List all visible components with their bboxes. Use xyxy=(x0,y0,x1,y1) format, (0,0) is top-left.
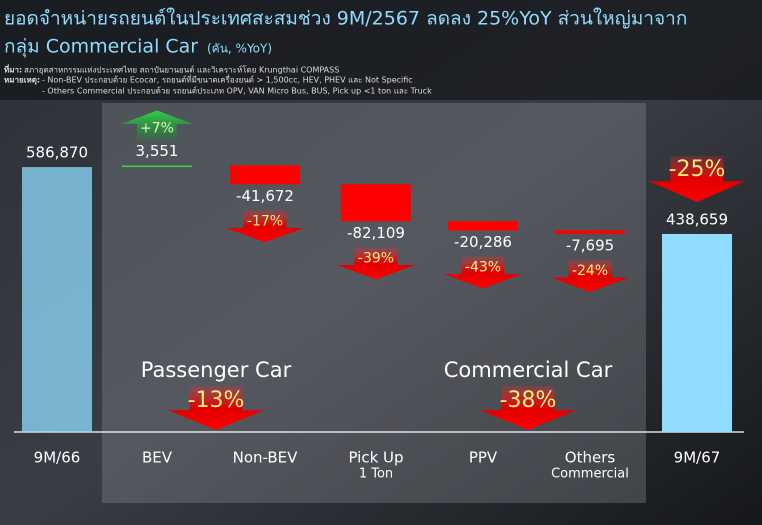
change-bar xyxy=(230,165,300,185)
change-arrow xyxy=(226,210,304,243)
change-bar xyxy=(555,230,625,234)
note-label: หมายเหตุ: xyxy=(4,76,40,86)
change-label: +7% xyxy=(140,120,174,136)
source-label: ที่มา: xyxy=(4,64,22,75)
change-arrow xyxy=(649,155,745,202)
subtitle: (คัน, %YoY) xyxy=(207,42,272,56)
source: สภาอุตสาหกรรมแห่งประเทศไทย สถาบันยานยนต์… xyxy=(24,65,339,75)
change-label: -17% xyxy=(247,213,283,229)
x-tick-label: Pick Up xyxy=(348,449,403,467)
passenger-panel xyxy=(102,103,330,503)
change-label: -43% xyxy=(465,260,501,276)
x-tick-label: 9M/66 xyxy=(34,449,81,467)
title: ยอดจำหน่ายรถยนต์ในประเทศสะสมช่วง 9M/2567… xyxy=(4,8,687,30)
change-bar xyxy=(122,165,192,168)
change-label: -24% xyxy=(572,263,608,279)
value-label: -20,286 xyxy=(454,233,512,251)
change-arrow xyxy=(168,386,264,430)
group-change-label: -13% xyxy=(188,388,245,413)
change-bar xyxy=(448,221,518,231)
commercial-panel xyxy=(330,103,646,503)
value-label: -41,672 xyxy=(236,187,294,205)
x-tick-label: PPV xyxy=(469,449,498,467)
change-arrow xyxy=(337,247,415,280)
value-label: -7,695 xyxy=(566,236,614,254)
x-tick-label: Commercial xyxy=(551,467,629,482)
note: - Non-BEV ประกอบด้วย Ecocar, รถยนต์ที่มี… xyxy=(42,74,413,85)
value-label: 3,551 xyxy=(136,142,179,160)
change-label: -25% xyxy=(669,157,726,182)
change-arrow xyxy=(444,256,522,289)
x-tick-label: Others xyxy=(565,449,616,467)
group-label: Passenger Car xyxy=(141,358,292,382)
group-change-label: -38% xyxy=(500,388,557,413)
x-tick-label: Non-BEV xyxy=(233,449,299,467)
x-tick-label: 9M/67 xyxy=(674,449,721,467)
value-label: 586,870 xyxy=(26,144,88,162)
value-label: -82,109 xyxy=(347,224,405,242)
value-label: 438,659 xyxy=(666,210,728,228)
group-label: Commercial Car xyxy=(444,358,613,382)
header-band xyxy=(0,0,762,100)
title-line2: กลุ่ม Commercial Car xyxy=(4,36,198,59)
change-arrow xyxy=(551,259,629,292)
change-arrow xyxy=(121,110,193,141)
change-arrow xyxy=(480,386,576,430)
note: - Others Commercial ประกอบด้วย รถยนต์ประ… xyxy=(42,86,432,96)
x-tick-label: 1 Ton xyxy=(359,467,393,482)
change-label: -39% xyxy=(358,250,394,266)
x-tick-label: BEV xyxy=(142,449,173,467)
total-bar xyxy=(662,233,732,432)
total-bar xyxy=(22,167,92,432)
change-bar xyxy=(341,184,411,222)
